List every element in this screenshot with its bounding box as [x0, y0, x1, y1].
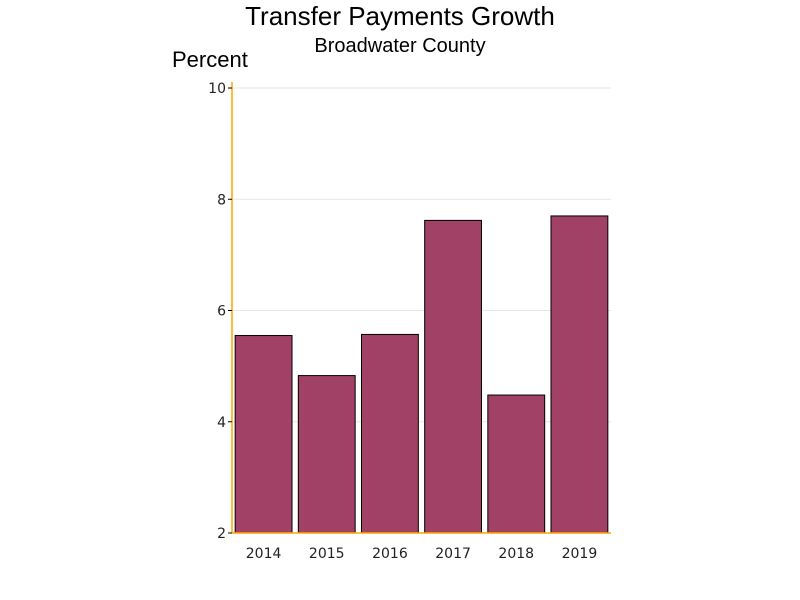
bar-2015 [297, 375, 356, 534]
y-tick-label: 8 [217, 192, 226, 208]
x-axis-ticks: 2014 2015 2016 2017 2018 2019 [246, 546, 597, 562]
x-tick-label: 2016 [372, 546, 408, 562]
x-tick-label: 2015 [309, 546, 345, 562]
y-axis-label: Percent [172, 47, 248, 72]
bar-2016 [360, 333, 419, 534]
chart-subtitle: Broadwater County [314, 35, 485, 57]
x-tick-label: 2019 [562, 546, 598, 562]
y-axis-ticks: 2 4 6 8 10 [208, 81, 232, 542]
axes [231, 82, 611, 534]
y-tick-label: 10 [208, 81, 226, 97]
y-tick-label: 2 [217, 526, 226, 542]
y-tick-label: 6 [217, 304, 226, 320]
bar-2017 [424, 219, 483, 534]
bar-2019 [550, 215, 609, 534]
x-tick-label: 2017 [435, 546, 471, 562]
gridlines [232, 87, 611, 423]
bar-2018 [487, 394, 546, 534]
y-tick-label: 4 [217, 415, 226, 431]
x-tick-label: 2014 [246, 546, 282, 562]
bar-2014 [234, 335, 293, 534]
chart-title: Transfer Payments Growth [245, 1, 555, 31]
x-tick-label: 2018 [498, 546, 534, 562]
bars [234, 215, 609, 534]
